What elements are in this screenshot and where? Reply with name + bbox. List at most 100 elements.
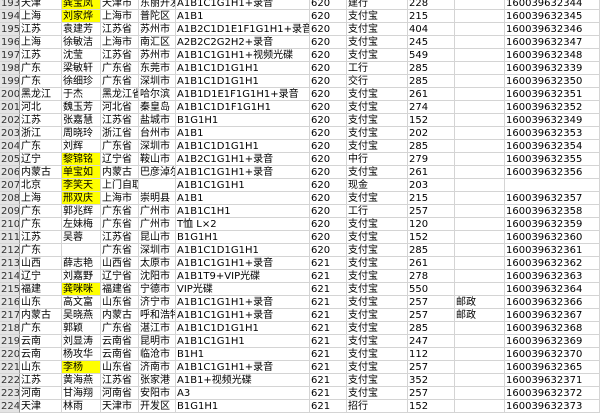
row-number: 205 xyxy=(0,153,20,166)
tracking-number: 160039632362 xyxy=(505,257,600,270)
items: A1B1 xyxy=(176,127,310,140)
batch: 621 xyxy=(310,335,347,348)
row-number: 220 xyxy=(0,348,20,361)
batch: 621 xyxy=(310,309,347,322)
payment: 支付宝 xyxy=(347,374,408,387)
name xyxy=(62,244,101,257)
amount: 261 xyxy=(408,257,455,270)
shipping xyxy=(455,231,505,244)
row-number: 201 xyxy=(0,101,20,114)
tracking-number: 160039632353 xyxy=(505,127,600,140)
province: 辽宁 xyxy=(20,270,62,283)
batch: 620 xyxy=(310,88,347,101)
tracking-number: 160039632339 xyxy=(505,62,600,75)
tracking-number: 160039632373 xyxy=(505,400,600,413)
row-number: 209 xyxy=(0,205,20,218)
batch: 621 xyxy=(310,361,347,374)
batch: 620 xyxy=(310,75,347,88)
batch: 620 xyxy=(310,244,347,257)
province: 山东 xyxy=(20,296,62,309)
items: A1B2C1G1H1+录音 xyxy=(176,153,310,166)
row-number: 217 xyxy=(0,309,20,322)
batch: 620 xyxy=(310,36,347,49)
items: B1G1H1 xyxy=(176,400,310,413)
payment: 支付宝 xyxy=(347,231,408,244)
province-city: 江苏省 xyxy=(101,374,139,387)
row-number: 196 xyxy=(0,36,20,49)
tracking-number: 160039632371 xyxy=(505,374,600,387)
payment: 支付宝 xyxy=(347,127,408,140)
row-number: 204 xyxy=(0,140,20,153)
row-number: 194 xyxy=(0,10,20,23)
tracking-number: 160039632369 xyxy=(505,335,600,348)
items: A1B1C1G1H1 xyxy=(176,179,310,192)
province-city: 福建省 xyxy=(101,283,139,296)
shipping xyxy=(455,166,505,179)
province: 福建 xyxy=(20,283,62,296)
amount: 261 xyxy=(408,166,455,179)
batch: 620 xyxy=(310,231,347,244)
row-number: 221 xyxy=(0,361,20,374)
payment: 支付宝 xyxy=(347,192,408,205)
items: A2B2C2G2H2+录音 xyxy=(176,36,310,49)
batch: 621 xyxy=(310,283,347,296)
items: A1B1T9+VIP光碟 xyxy=(176,270,310,283)
shipping xyxy=(455,387,505,400)
batch: 620 xyxy=(310,140,347,153)
items: A1B1C1G1H1+录音 xyxy=(176,0,310,10)
payment: 支付宝 xyxy=(347,387,408,400)
province-city: 广东省 xyxy=(101,62,139,75)
amount: 404 xyxy=(408,23,455,36)
shipping xyxy=(455,23,505,36)
amount: 550 xyxy=(408,283,455,296)
tracking-number: 160039632344 xyxy=(505,0,600,10)
tracking-number: 160039632355 xyxy=(505,153,600,166)
district: 济南市 xyxy=(139,361,176,374)
amount: 285 xyxy=(408,244,455,257)
row-number: 208 xyxy=(0,192,20,205)
amount: 257 xyxy=(408,361,455,374)
name: 单宝如 xyxy=(62,166,101,179)
name: 龚咪咪 xyxy=(62,283,101,296)
district: 东丽开发 xyxy=(139,0,176,10)
payment: 工行 xyxy=(347,62,408,75)
province-city: 上海市 xyxy=(101,10,139,23)
amount: 279 xyxy=(408,153,455,166)
shipping xyxy=(455,205,505,218)
province: 山东 xyxy=(20,361,62,374)
items: A1B1C1G1H1+录音 xyxy=(176,296,310,309)
row-number: 207 xyxy=(0,179,20,192)
payment: 建行 xyxy=(347,0,408,10)
name: 吴晓燕 xyxy=(62,309,101,322)
tracking-number: 160039632364 xyxy=(505,283,600,296)
shipping: 邮政 xyxy=(455,296,505,309)
payment: 支付宝 xyxy=(347,166,408,179)
province: 云南 xyxy=(20,335,62,348)
province: 上海 xyxy=(20,192,62,205)
tracking-number: 160039632359 xyxy=(505,218,600,231)
province-city: 山东省 xyxy=(101,296,139,309)
row-number: 197 xyxy=(0,49,20,62)
tracking-number: 160039632368 xyxy=(505,322,600,335)
province-city: 广东省 xyxy=(101,75,139,88)
shipping xyxy=(455,49,505,62)
district: 广州市 xyxy=(139,218,176,231)
province: 广东 xyxy=(20,218,62,231)
row-number: 213 xyxy=(0,257,20,270)
payment: 支付宝 xyxy=(347,140,408,153)
shipping xyxy=(455,114,505,127)
batch: 620 xyxy=(310,166,347,179)
items: A1B1C1G1H1 xyxy=(176,335,310,348)
shipping xyxy=(455,218,505,231)
province: 内蒙古 xyxy=(20,309,62,322)
name: 沈莹 xyxy=(62,49,101,62)
batch: 620 xyxy=(310,205,347,218)
district: 台州市 xyxy=(139,127,176,140)
district: 湛江市 xyxy=(139,322,176,335)
province-city: 江苏省 xyxy=(101,49,139,62)
batch: 620 xyxy=(310,10,347,23)
payment: 中行 xyxy=(347,153,408,166)
province: 江苏 xyxy=(20,23,62,36)
items: A1B1 xyxy=(176,192,310,205)
payment: 支付宝 xyxy=(347,49,408,62)
